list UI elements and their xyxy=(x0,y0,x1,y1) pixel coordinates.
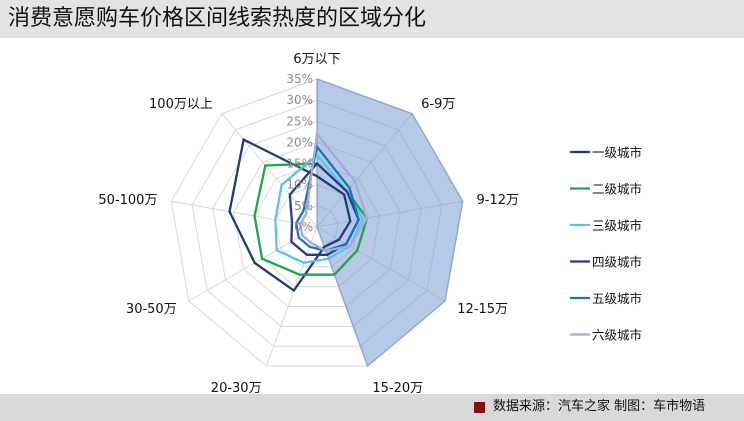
category-label: 100万以上 xyxy=(149,97,213,112)
category-label: 6-9万 xyxy=(421,97,455,112)
highlight-area-layer xyxy=(316,77,464,368)
legend-label: 二级城市 xyxy=(592,182,642,197)
category-label: 30-50万 xyxy=(126,302,177,317)
page-title: 消费意愿购车价格区间线索热度的区域分化 xyxy=(8,6,427,31)
category-label: 15-20万 xyxy=(372,381,423,396)
series-line-2 xyxy=(253,162,369,276)
series-line-5 xyxy=(294,144,360,253)
tick-label: 15% xyxy=(286,157,313,171)
tick-label: 35% xyxy=(286,72,313,86)
category-label: 50-100万 xyxy=(98,193,157,208)
tick-label: 20% xyxy=(286,135,313,149)
category-label: 6万以下 xyxy=(293,52,340,67)
series-line-1 xyxy=(228,137,352,293)
category-labels: 6万以下 6-9万 9-12万 12-15万 15-20万 20-30万 30-50万 50-… xyxy=(98,52,519,396)
series-line-6 xyxy=(299,131,369,253)
grid-spoke xyxy=(265,226,318,367)
category-label: 20-30万 xyxy=(211,381,262,396)
title-bar xyxy=(0,0,744,38)
tick-label: 10% xyxy=(286,178,313,192)
footer-bar xyxy=(0,394,744,421)
legend-label: 五级城市 xyxy=(592,291,642,306)
series-line-4 xyxy=(288,161,360,256)
source-marker xyxy=(474,402,485,413)
category-label: 9-12万 xyxy=(477,193,520,208)
legend-label: 六级城市 xyxy=(592,328,642,343)
tick-label: 0% xyxy=(294,220,313,234)
legend-label: 四级城市 xyxy=(592,255,642,270)
legend-label: 一级城市 xyxy=(592,145,642,160)
legend-label: 三级城市 xyxy=(592,218,642,233)
source-credit: 数据来源：汽车之家 制图：车市物语 xyxy=(493,399,706,414)
tick-label: 25% xyxy=(286,114,313,128)
tick-labels: 0% 5% 10% 15% 20% 25% 30% 35% xyxy=(286,72,313,234)
highlight-area xyxy=(316,77,464,368)
tick-label: 30% xyxy=(286,93,313,107)
tick-label: 5% xyxy=(294,199,313,213)
category-label: 12-15万 xyxy=(457,302,508,317)
grid-spoke xyxy=(188,226,318,302)
series-layer xyxy=(228,131,369,293)
grid-spoke xyxy=(221,113,318,228)
